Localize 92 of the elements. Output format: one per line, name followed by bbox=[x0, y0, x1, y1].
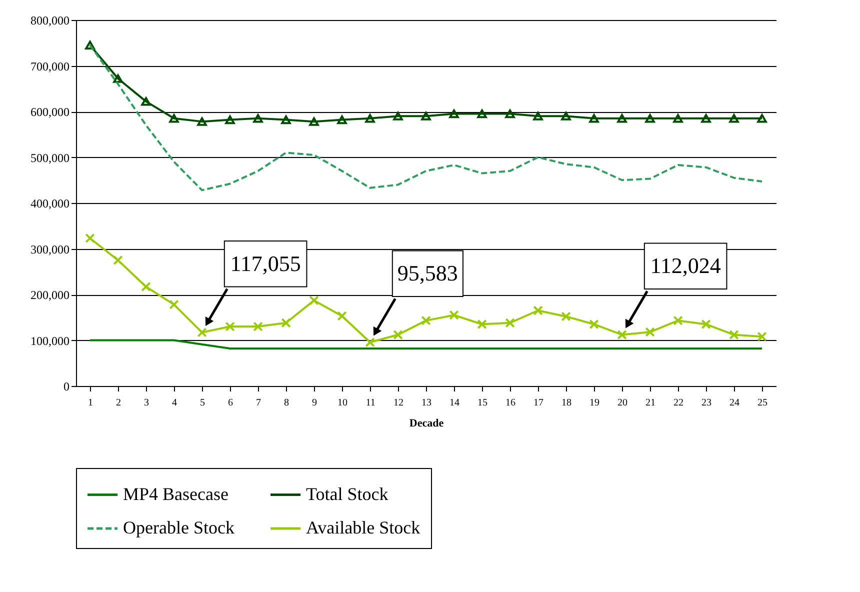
point bbox=[113, 74, 123, 83]
point bbox=[505, 109, 515, 118]
x-tick-label: 22 bbox=[674, 398, 684, 408]
legend-label: Available Stock bbox=[306, 518, 420, 538]
point bbox=[589, 319, 599, 330]
point bbox=[141, 97, 151, 106]
point bbox=[197, 328, 207, 338]
point bbox=[561, 312, 571, 322]
x-tick-label: 5 bbox=[200, 398, 205, 408]
point bbox=[757, 332, 767, 342]
x-tick-label: 17 bbox=[534, 398, 544, 408]
point bbox=[253, 322, 263, 332]
point bbox=[533, 112, 543, 120]
point bbox=[449, 310, 459, 320]
x-tick-label: 15 bbox=[478, 398, 488, 408]
point bbox=[477, 319, 487, 330]
y-tick-label: 0 bbox=[64, 380, 70, 394]
point bbox=[169, 300, 179, 310]
x-tick-label: 18 bbox=[562, 398, 572, 408]
point bbox=[645, 114, 655, 123]
point bbox=[729, 114, 739, 123]
x-tick-label: 16 bbox=[506, 398, 516, 408]
point bbox=[309, 296, 319, 306]
x-tick-label: 4 bbox=[172, 398, 177, 408]
x-tick-label: 21 bbox=[646, 398, 656, 408]
point bbox=[701, 114, 711, 123]
y-tick-label: 200,000 bbox=[30, 288, 70, 302]
x-tick-label: 23 bbox=[702, 398, 712, 408]
point bbox=[421, 112, 431, 120]
x-tick-label: 3 bbox=[144, 398, 149, 408]
x-tick-label: 12 bbox=[394, 398, 404, 408]
x-tick-label: 20 bbox=[618, 398, 628, 408]
x-tick-label: 11 bbox=[366, 398, 376, 408]
point bbox=[309, 117, 319, 126]
x-tick-label: 8 bbox=[284, 398, 289, 408]
point bbox=[533, 306, 543, 316]
point bbox=[85, 233, 95, 244]
point bbox=[141, 282, 151, 292]
point bbox=[337, 311, 347, 321]
annotation: 117,055 bbox=[230, 250, 301, 276]
x-tick-label: 24 bbox=[730, 398, 740, 408]
legend-label: MP4 Basecase bbox=[123, 484, 228, 504]
point bbox=[197, 117, 207, 126]
point bbox=[225, 115, 235, 124]
point bbox=[561, 112, 571, 120]
point bbox=[281, 115, 291, 124]
x-tick-label: 6 bbox=[228, 398, 233, 408]
point bbox=[617, 114, 627, 123]
point bbox=[85, 40, 95, 50]
y-tick-label: 100,000 bbox=[30, 334, 70, 348]
y-tick-label: 500,000 bbox=[30, 150, 70, 165]
point bbox=[225, 322, 235, 332]
x-tick-label: 1 bbox=[88, 398, 93, 408]
y-tick-label: 600,000 bbox=[30, 105, 70, 119]
point bbox=[393, 112, 403, 120]
point bbox=[645, 327, 655, 337]
point bbox=[113, 255, 123, 266]
x-tick-label: 2 bbox=[116, 398, 121, 408]
x-tick-label: 10 bbox=[338, 398, 348, 408]
point bbox=[253, 114, 263, 123]
legend-label: Total Stock bbox=[306, 484, 388, 504]
point bbox=[477, 109, 487, 118]
point bbox=[169, 114, 179, 123]
x-tick-label: 9 bbox=[312, 398, 317, 408]
point bbox=[421, 316, 431, 326]
point bbox=[729, 330, 739, 340]
point bbox=[589, 114, 599, 123]
point bbox=[673, 316, 683, 326]
point bbox=[701, 319, 711, 330]
point bbox=[393, 330, 403, 340]
legend-label: Operable Stock bbox=[123, 518, 234, 538]
annotation: 95,583 bbox=[397, 260, 458, 286]
y-tick-label: 700,000 bbox=[30, 59, 70, 74]
x-tick-label: 14 bbox=[450, 398, 460, 408]
y-tick-label: 800,000 bbox=[30, 14, 70, 28]
point bbox=[281, 318, 291, 328]
point bbox=[617, 330, 627, 340]
annotation: 112,024 bbox=[650, 253, 721, 278]
y-tick-label: 300,000 bbox=[30, 242, 70, 256]
x-tick-label: 25 bbox=[758, 398, 768, 408]
point bbox=[505, 318, 515, 328]
point bbox=[757, 114, 767, 123]
point bbox=[337, 115, 347, 124]
point bbox=[673, 114, 683, 123]
x-tick-label: 7 bbox=[256, 398, 261, 408]
x-tick-label: 19 bbox=[590, 398, 600, 408]
point bbox=[449, 109, 459, 118]
point bbox=[365, 114, 375, 123]
x-tick-label: 13 bbox=[422, 398, 432, 408]
y-tick-label: 400,000 bbox=[30, 196, 70, 210]
x-axis-title: Decade bbox=[409, 418, 444, 430]
point bbox=[365, 337, 375, 348]
